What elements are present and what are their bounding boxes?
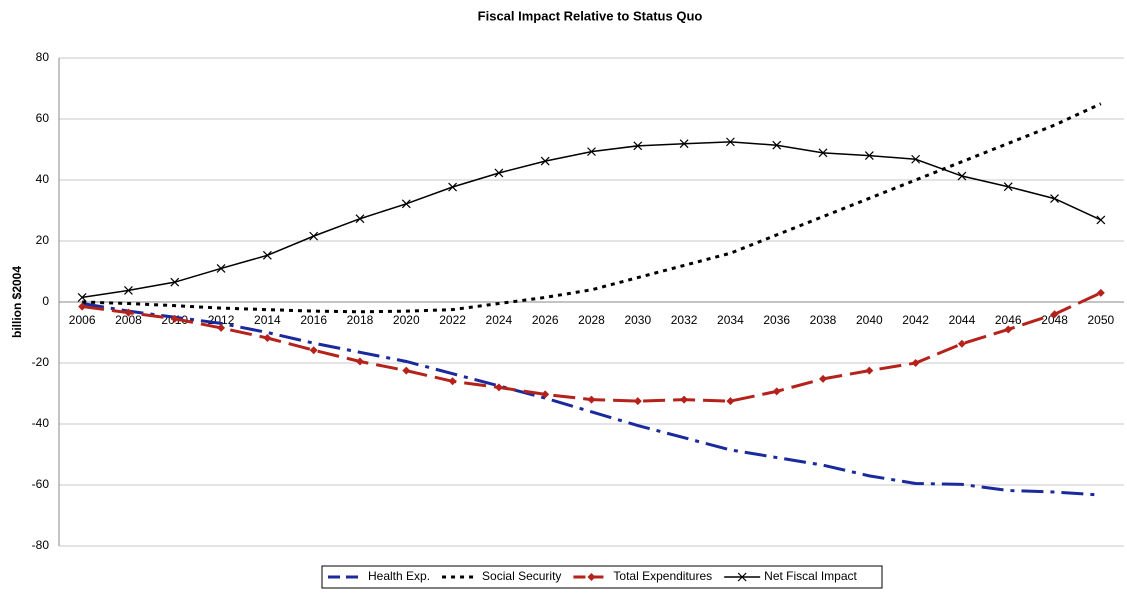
y-tick-label: -80 [32, 538, 50, 552]
x-tick-label: 2018 [347, 313, 374, 327]
marker [448, 182, 458, 192]
legend-label: Health Exp. [368, 569, 430, 583]
x-tick-label: 2050 [1087, 313, 1114, 327]
marker [587, 147, 596, 157]
marker [1050, 310, 1059, 319]
marker [864, 151, 874, 161]
marker [541, 390, 550, 399]
marker [819, 374, 828, 383]
marker [78, 302, 87, 311]
marker [633, 397, 642, 406]
marker [170, 277, 180, 287]
y-tick-label: 0 [42, 294, 49, 308]
marker [1096, 215, 1106, 225]
series-line [82, 141, 1102, 299]
marker [494, 168, 504, 178]
x-tick-label: 2006 [69, 313, 96, 327]
marker [217, 323, 226, 332]
x-tick-label: 2024 [486, 313, 513, 327]
marker [77, 293, 87, 302]
marker [216, 264, 226, 273]
marker [772, 140, 782, 150]
marker [355, 357, 364, 366]
marker [1003, 182, 1013, 192]
marker [587, 395, 596, 404]
marker [587, 573, 596, 581]
y-tick-label: -60 [32, 477, 50, 491]
marker [633, 141, 643, 151]
x-tick-label: 2048 [1041, 313, 1068, 327]
x-tick-label: 2008 [115, 313, 142, 327]
y-tick-label: 60 [36, 111, 50, 125]
x-tick-label: 2034 [717, 313, 744, 327]
marker [309, 346, 318, 355]
x-tick-label: 2046 [995, 313, 1022, 327]
x-tick-label: 2038 [810, 313, 837, 327]
marker [680, 395, 689, 404]
marker [401, 199, 411, 209]
y-tick-label: 40 [36, 172, 50, 186]
marker [402, 366, 411, 375]
marker [540, 156, 550, 166]
x-tick-label: 2014 [254, 313, 281, 327]
x-tick-label: 2044 [949, 313, 976, 327]
x-tick-label: 2026 [532, 313, 559, 327]
marker [1096, 288, 1105, 297]
marker [494, 383, 503, 392]
y-tick-label: -20 [32, 355, 50, 369]
marker [957, 339, 966, 348]
x-tick-label: 2040 [856, 313, 883, 327]
marker [679, 139, 689, 149]
x-tick-label: 2042 [902, 313, 929, 327]
marker [1050, 194, 1059, 204]
marker [772, 387, 781, 396]
x-tick-label: 2032 [671, 313, 698, 327]
x-tick-label: 2030 [624, 313, 651, 327]
legend-label: Social Security [482, 569, 561, 583]
chart-title: Fiscal Impact Relative to Status Quo [478, 8, 703, 23]
marker [865, 366, 874, 375]
marker [263, 333, 272, 342]
marker [355, 214, 365, 224]
marker [737, 572, 747, 582]
marker [818, 148, 828, 158]
y-axis-label: billion $2004 [10, 266, 24, 338]
x-tick-label: 2036 [763, 313, 790, 327]
marker [725, 137, 735, 147]
legend-label: Total Expenditures [613, 569, 712, 583]
marker [448, 377, 457, 386]
y-tick-label: 20 [36, 233, 50, 247]
marker [1004, 325, 1013, 334]
y-tick-label: 80 [36, 50, 50, 64]
marker [726, 397, 735, 406]
legend-label: Net Fiscal Impact [764, 569, 857, 583]
series-line [81, 291, 1102, 403]
marker [124, 285, 133, 295]
y-tick-label: -40 [32, 416, 50, 430]
x-tick-label: 2022 [439, 313, 466, 327]
marker [911, 359, 920, 367]
marker [309, 231, 319, 241]
x-tick-label: 2016 [300, 313, 327, 327]
marker [170, 314, 179, 323]
marker [124, 308, 133, 317]
marker [911, 154, 921, 164]
series-line [82, 102, 1102, 314]
marker [262, 250, 272, 260]
x-tick-label: 2020 [393, 313, 420, 327]
marker [957, 171, 967, 181]
series-line [81, 302, 1101, 497]
x-tick-label: 2028 [578, 313, 605, 327]
